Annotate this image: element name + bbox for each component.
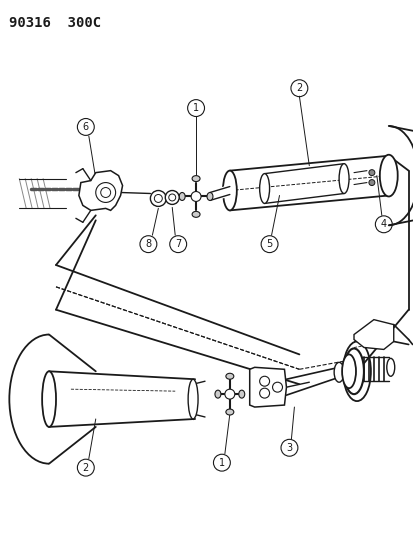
Text: 90316  300C: 90316 300C [9,15,101,30]
Ellipse shape [259,174,269,204]
Circle shape [191,191,201,201]
Text: 6: 6 [83,122,89,132]
Circle shape [165,190,179,205]
Text: 2: 2 [296,83,302,93]
Text: 5: 5 [266,239,272,249]
Ellipse shape [225,409,233,415]
Ellipse shape [179,192,185,200]
Circle shape [224,389,234,399]
Circle shape [368,169,374,175]
Ellipse shape [214,390,221,398]
Ellipse shape [188,379,197,419]
Text: 3: 3 [286,443,292,453]
Circle shape [272,382,282,392]
Ellipse shape [333,362,343,382]
Text: 4: 4 [380,219,386,229]
Polygon shape [353,320,393,350]
Text: 1: 1 [192,103,199,113]
Polygon shape [78,171,122,211]
Circle shape [150,190,166,206]
Text: 1: 1 [218,458,224,467]
Circle shape [259,376,269,386]
Ellipse shape [379,155,397,197]
Ellipse shape [225,373,233,379]
Ellipse shape [386,358,394,376]
Ellipse shape [192,175,199,182]
Ellipse shape [238,390,244,398]
Ellipse shape [341,354,355,388]
Circle shape [368,180,374,185]
Ellipse shape [343,349,363,394]
Ellipse shape [42,372,56,427]
Circle shape [259,388,269,398]
Ellipse shape [222,171,236,211]
Ellipse shape [192,212,199,217]
Polygon shape [249,367,286,407]
Ellipse shape [206,192,212,200]
Text: 2: 2 [83,463,89,473]
Text: 7: 7 [175,239,181,249]
Text: 8: 8 [145,239,151,249]
Ellipse shape [338,164,348,193]
